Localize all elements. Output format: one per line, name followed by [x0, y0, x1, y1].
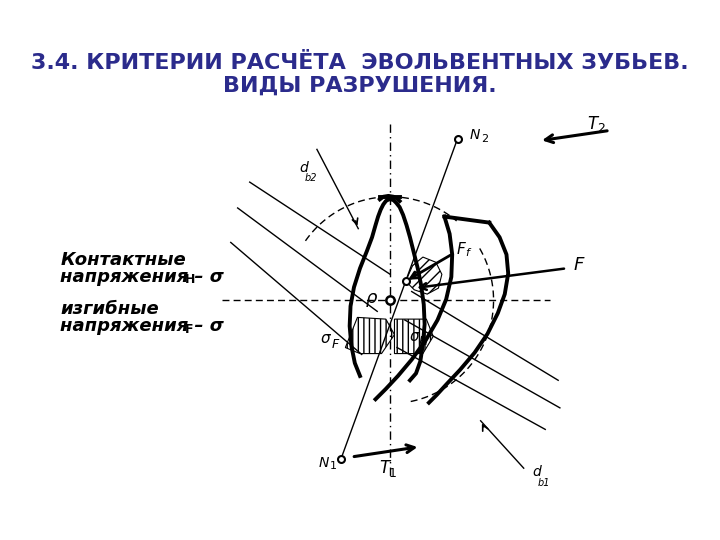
Text: F: F: [574, 256, 584, 274]
Text: d: d: [532, 465, 541, 480]
Text: d: d: [300, 161, 308, 176]
Polygon shape: [346, 318, 395, 354]
Text: F: F: [331, 338, 338, 350]
Polygon shape: [405, 257, 442, 294]
Text: f: f: [465, 248, 469, 258]
Polygon shape: [395, 319, 433, 354]
Text: Контактные: Контактные: [60, 251, 186, 269]
Text: σ: σ: [410, 329, 419, 344]
Text: b2: b2: [305, 173, 317, 184]
Text: 1: 1: [330, 461, 336, 471]
Text: H: H: [418, 335, 428, 348]
Text: 2: 2: [481, 134, 488, 144]
Text: H: H: [185, 273, 195, 286]
Text: изгибные: изгибные: [60, 300, 159, 318]
Text: 1: 1: [389, 467, 397, 480]
Text: ВИДЫ РАЗРУШЕНИЯ.: ВИДЫ РАЗРУШЕНИЯ.: [223, 75, 497, 95]
Text: F: F: [185, 322, 194, 335]
Text: N: N: [469, 129, 480, 142]
Text: напряжения – σ: напряжения – σ: [60, 268, 224, 286]
Text: ρ: ρ: [366, 289, 377, 307]
Text: напряжения – σ: напряжения – σ: [60, 318, 224, 335]
Text: 3.4. КРИТЕРИИ РАСЧЁТА  ЭВОЛЬВЕНТНЫХ ЗУБЬЕВ.: 3.4. КРИТЕРИИ РАСЧЁТА ЭВОЛЬВЕНТНЫХ ЗУБЬЕ…: [31, 53, 689, 73]
Text: T: T: [379, 459, 390, 477]
Text: σ: σ: [320, 332, 330, 347]
Text: F: F: [456, 242, 465, 257]
Text: b1: b1: [537, 478, 550, 488]
Text: 2: 2: [598, 122, 606, 135]
Text: T: T: [588, 114, 598, 132]
Text: N: N: [318, 456, 329, 470]
